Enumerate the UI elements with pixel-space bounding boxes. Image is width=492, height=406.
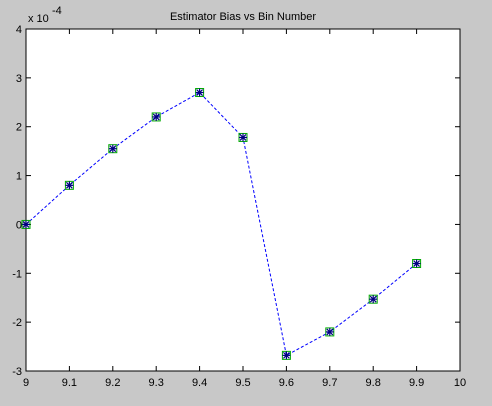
x-tick-label: 9.8 bbox=[366, 377, 381, 389]
axis-ticks bbox=[25, 28, 461, 372]
plot-area bbox=[25, 28, 461, 372]
chart-title: Estimator Bias vs Bin Number bbox=[170, 11, 316, 23]
data-point-marker bbox=[195, 88, 205, 98]
x-tick-label: 9.6 bbox=[279, 377, 294, 389]
x-tick-label: 9 bbox=[23, 377, 29, 389]
x-tick-label: 9.3 bbox=[149, 377, 164, 389]
y-tick-labels: -3 -2 -1 0 1 2 3 4 bbox=[12, 24, 22, 378]
data-markers bbox=[21, 88, 422, 360]
y-tick-label: 2 bbox=[16, 122, 22, 134]
y-tick-label: -3 bbox=[12, 366, 22, 378]
y-tick-label: -2 bbox=[12, 317, 22, 329]
data-point-marker bbox=[21, 219, 31, 229]
data-point-marker bbox=[412, 259, 422, 269]
x-tick-label: 9.5 bbox=[235, 377, 250, 389]
data-point-marker bbox=[325, 327, 335, 337]
x-tick-labels: 9 9.1 9.2 9.3 9.4 9.5 9.6 9.7 9.8 9.9 10 bbox=[23, 377, 466, 389]
data-point-marker bbox=[238, 132, 248, 142]
y-tick-label: 4 bbox=[16, 24, 22, 36]
y-tick-label: 1 bbox=[16, 171, 22, 183]
x-tick-label: 9.2 bbox=[105, 377, 120, 389]
y-tick-label: -1 bbox=[12, 268, 22, 280]
series-line bbox=[25, 91, 417, 357]
data-point-marker bbox=[281, 350, 291, 360]
x-tick-label: 9.7 bbox=[322, 377, 337, 389]
series-lines bbox=[25, 91, 417, 357]
y-tick-label: 0 bbox=[16, 219, 22, 231]
y-scale-factor: x 10 bbox=[28, 13, 49, 25]
data-point-marker bbox=[368, 294, 378, 304]
data-point-marker bbox=[108, 144, 118, 154]
x-tick-label: 9.4 bbox=[192, 377, 207, 389]
x-tick-label: 9.1 bbox=[62, 377, 77, 389]
x-tick-label: 10 bbox=[454, 377, 466, 389]
data-point-marker bbox=[64, 180, 74, 190]
data-point-marker bbox=[151, 112, 161, 122]
x-tick-label: 9.9 bbox=[409, 377, 424, 389]
y-scale-exponent: -4 bbox=[52, 5, 62, 17]
y-tick-label: 3 bbox=[16, 73, 22, 85]
